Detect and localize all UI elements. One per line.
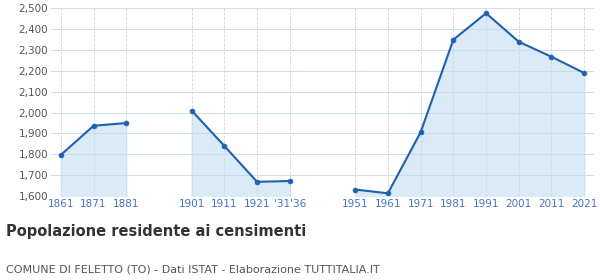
Text: COMUNE DI FELETTO (TO) - Dati ISTAT - Elaborazione TUTTITALIA.IT: COMUNE DI FELETTO (TO) - Dati ISTAT - El… (6, 264, 380, 274)
Text: Popolazione residente ai censimenti: Popolazione residente ai censimenti (6, 224, 306, 239)
